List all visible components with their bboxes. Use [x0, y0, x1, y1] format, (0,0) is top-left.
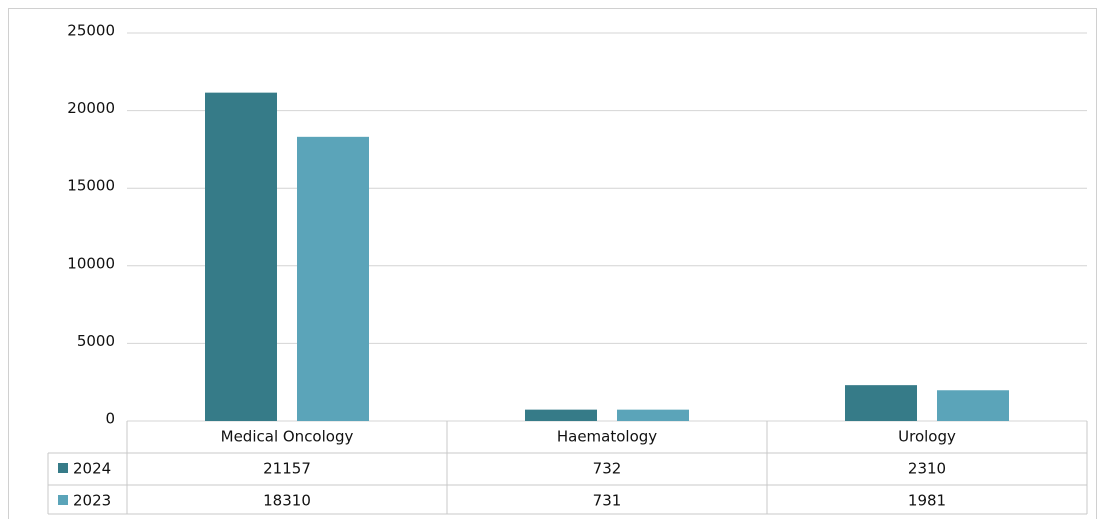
x-tick-label: Haematology [557, 428, 657, 446]
x-tick-label: Urology [898, 428, 956, 446]
bar [297, 136, 369, 421]
chart-border [8, 8, 1097, 519]
legend-swatch [58, 495, 68, 505]
y-tick-label: 15000 [67, 177, 115, 195]
bar [525, 409, 597, 421]
legend-label: 2023 [73, 492, 111, 510]
bar [617, 409, 689, 421]
y-tick-label: 25000 [67, 22, 115, 40]
bar [845, 385, 917, 421]
table-value: 18310 [263, 492, 311, 510]
legend-swatch [58, 463, 68, 473]
bar [937, 390, 1009, 421]
table-value: 731 [593, 492, 622, 510]
table-value: 732 [593, 460, 622, 478]
table-value: 2310 [908, 460, 946, 478]
y-tick-label: 5000 [77, 332, 115, 350]
legend-label: 2024 [73, 460, 111, 478]
x-tick-label: Medical Oncology [221, 428, 354, 446]
table-value: 21157 [263, 460, 311, 478]
bar [205, 92, 277, 421]
y-tick-label: 0 [105, 410, 115, 428]
table-value: 1981 [908, 492, 946, 510]
y-tick-label: 20000 [67, 99, 115, 117]
y-tick-label: 10000 [67, 254, 115, 272]
